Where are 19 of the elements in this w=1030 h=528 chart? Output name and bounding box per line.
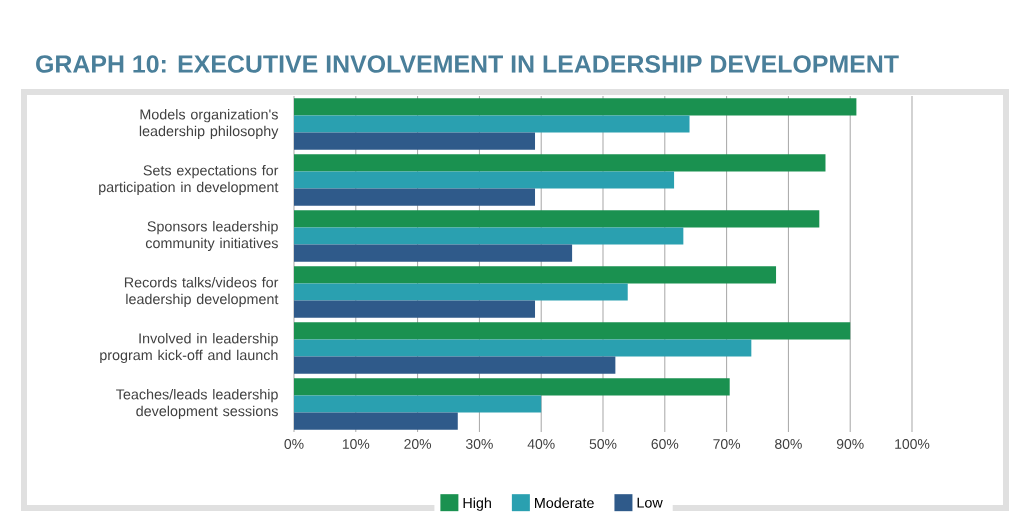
- bar: [294, 98, 857, 116]
- bar: [294, 210, 820, 228]
- bar: [294, 115, 690, 133]
- bar: [294, 283, 628, 301]
- bar: [294, 244, 573, 262]
- bar: [294, 412, 458, 430]
- bar: [294, 378, 730, 396]
- bar: [294, 300, 536, 318]
- bar: [294, 356, 616, 374]
- bar: [294, 322, 851, 340]
- bar: [294, 339, 752, 357]
- bar: [294, 171, 675, 189]
- bar: [294, 266, 777, 284]
- bar: [294, 132, 536, 150]
- bar: [294, 395, 542, 413]
- bar: [294, 154, 826, 172]
- bar: [294, 227, 684, 245]
- chart-title: GRAPH 10: EXECUTIVE INVOLVEMENT IN LEADERSHIP DEVELOPMENT: [36, 55, 899, 73]
- bar: [294, 188, 536, 206]
